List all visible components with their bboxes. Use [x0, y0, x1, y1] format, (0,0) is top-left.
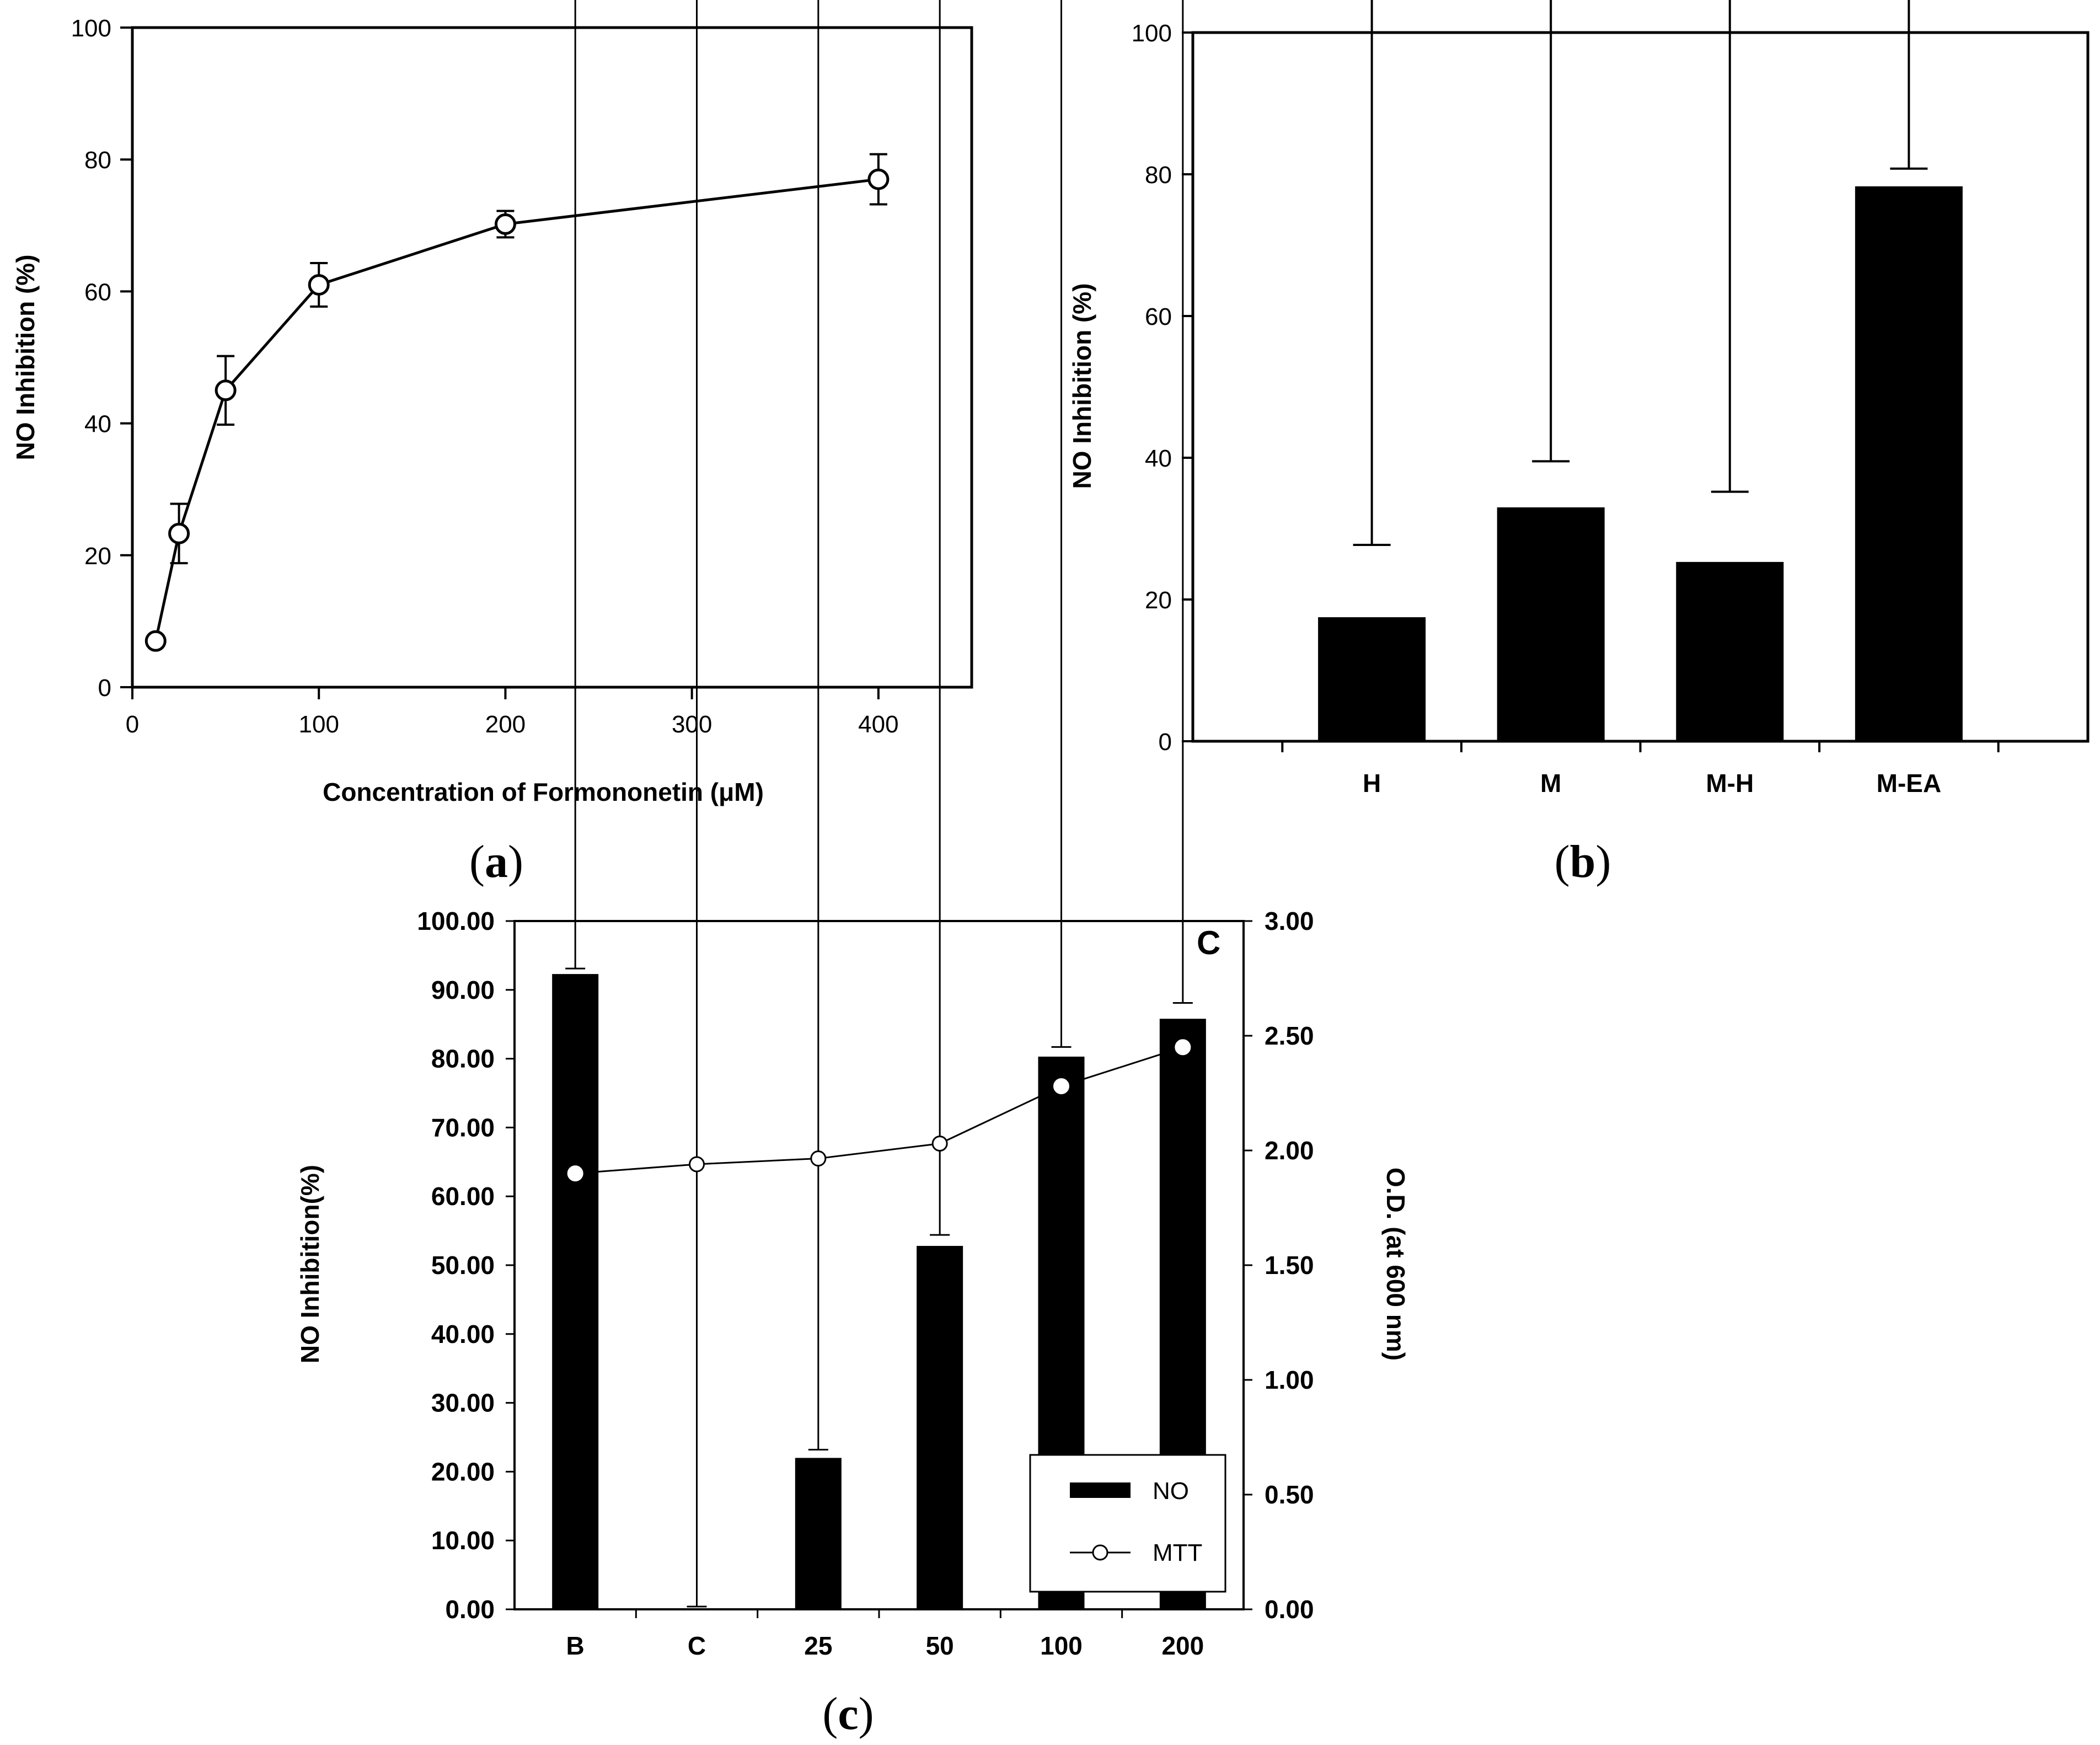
panel-c-mtt-point	[689, 1156, 705, 1173]
panel-c-y-tick-label: 40.00	[431, 1320, 495, 1348]
panel-c-y-tick-label: 80.00	[431, 1045, 495, 1073]
panel-b-label: (b)	[1555, 836, 1611, 887]
panel-c-right-y-axis: 0.00 0.50 1.00 1.50 2.00 2.50 3.00	[1244, 907, 1314, 1624]
panel-b-y-tick-label: 60	[1145, 303, 1172, 330]
panel-c-mtt-point	[810, 1150, 827, 1167]
panel-c-y-tick-label: 60.00	[431, 1182, 495, 1211]
panel-a-x-tick-label: 400	[858, 711, 898, 738]
legend-mtt-label: MTT	[1153, 1539, 1202, 1566]
panel-a-points	[144, 168, 890, 652]
panel-b-bar	[1497, 507, 1605, 741]
panel-a-y-tick-label: 60	[84, 279, 111, 306]
panel-a-y-axis-label: NO Inhibition (%)	[11, 254, 40, 460]
panel-b-bar	[1855, 186, 1963, 742]
panel-c-y2-tick-label: 2.00	[1265, 1136, 1314, 1165]
panel-c-mtt-point	[1053, 1078, 1069, 1095]
panel-a-x-axis-label: Concentration of Formononetin (μM)	[323, 778, 764, 806]
panel-a-x-tick-label: 100	[299, 711, 339, 738]
panel-a-data-point	[144, 630, 167, 652]
panel-c-y-tick-label: 50.00	[431, 1251, 495, 1280]
panel-a-chart: 0 20 40 60 80 100 0 100 200 300 400 NO Inhibition…	[11, 15, 973, 887]
panel-b-x-axis: H M M-H M-EA	[1281, 741, 2000, 797]
panel-c-y2-axis-label: O.D. (at 600 nm)	[1381, 1168, 1410, 1361]
panel-b-y-tick-label: 100	[1132, 20, 1172, 47]
panel-a-x-tick-label: 0	[126, 711, 139, 738]
legend-no-swatch	[1070, 1482, 1131, 1498]
panel-b-y-tick-label: 80	[1145, 162, 1172, 189]
panel-c-x-tick-label: 25	[804, 1631, 832, 1660]
panel-a-data-point	[215, 379, 237, 402]
panel-b-y-tick-label: 20	[1145, 587, 1172, 614]
panel-c-mtt-line	[575, 1046, 1183, 1175]
panel-a-x-axis: 0 100 200 300 400	[126, 687, 899, 738]
panel-a-y-tick-label: 20	[84, 543, 111, 570]
panel-c-mtt-point	[931, 1136, 948, 1152]
panel-b-x-tick-label: H	[1363, 769, 1381, 797]
panel-c-bar	[917, 1246, 963, 1609]
panel-c-y-tick-label: 0.00	[445, 1595, 495, 1624]
panel-c-x-tick-label: 50	[926, 1631, 954, 1660]
panel-c-x-tick-label: 200	[1161, 1631, 1204, 1660]
panel-c-mtt-point	[567, 1165, 583, 1182]
panel-c-y-tick-label: 20.00	[431, 1457, 495, 1486]
panel-c-y2-tick-label: 1.00	[1265, 1366, 1314, 1394]
panel-c-y2-tick-label: 0.50	[1265, 1480, 1314, 1509]
panel-a-x-tick-label: 300	[672, 711, 712, 738]
panel-b-x-tick-label: M-H	[1706, 769, 1754, 797]
panel-c-y2-tick-label: 1.50	[1265, 1251, 1314, 1280]
panel-c-y-tick-label: 70.00	[431, 1113, 495, 1142]
panel-c-y-axis-label: NO Inhibition(%)	[296, 1165, 324, 1363]
panel-c-y-tick-label: 100.00	[417, 907, 495, 935]
panel-b-bar	[1318, 617, 1426, 741]
panel-b-bar	[1676, 561, 1784, 741]
panel-c-left-y-axis: 0.00 10.00 20.00 30.00 40.00 50.00 60.00 70.00 8…	[417, 907, 515, 1624]
panel-a-y-axis: 0 20 40 60 80 100	[71, 15, 132, 702]
panel-c-mtt-points	[567, 1039, 1191, 1182]
panel-c-bar	[795, 1458, 842, 1609]
panel-c-y2-tick-label: 2.50	[1265, 1021, 1314, 1050]
panel-c-mtt-point	[1175, 1039, 1191, 1056]
panel-a-y-tick-label: 0	[98, 675, 111, 702]
panel-c-chart: 0.00 10.00 20.00 30.00 40.00 50.00 60.00 70.00 8…	[296, 0, 1410, 1739]
panel-b-y-tick-label: 0	[1159, 729, 1172, 756]
panel-b-x-tick-label: M-EA	[1877, 769, 1942, 797]
panel-a-series-line	[154, 178, 879, 641]
panel-b-x-tick-label: M	[1540, 769, 1561, 797]
panel-c-legend: NO MTT	[1029, 1454, 1226, 1593]
panel-c-y2-tick-label: 0.00	[1265, 1595, 1314, 1624]
panel-c-y-tick-label: 90.00	[431, 976, 495, 1004]
panel-a-label: (a)	[469, 836, 523, 887]
panel-c-label: (c)	[822, 1688, 874, 1739]
panel-b-chart: 0 20 40 60 80 100 H M M-H M-EA NO Inhibition (%)…	[1068, 0, 2090, 887]
panel-b-y-axis: 0 20 40 60 80 100	[1132, 20, 1193, 756]
panel-b-bars	[1318, 0, 1963, 742]
panel-a-x-tick-label: 200	[485, 711, 526, 738]
panel-c-y-tick-label: 30.00	[431, 1389, 495, 1417]
legend-no-label: NO	[1153, 1478, 1189, 1505]
panel-a-plot-frame	[131, 26, 973, 689]
panel-c-y-tick-label: 10.00	[431, 1526, 495, 1555]
panel-c-x-tick-label: C	[688, 1631, 706, 1660]
panel-a-y-tick-label: 40	[84, 411, 111, 438]
panel-b-y-tick-label: 40	[1145, 445, 1172, 472]
legend-box	[1029, 1454, 1226, 1593]
panel-c-x-tick-label: B	[566, 1631, 585, 1660]
panel-c-x-tick-label: 100	[1040, 1631, 1083, 1660]
panel-c-bar	[552, 974, 599, 1609]
panel-a-data-point	[308, 274, 330, 296]
panel-a-data-point	[494, 213, 516, 235]
panel-a-y-tick-label: 80	[84, 147, 111, 174]
panel-a-y-tick-label: 100	[71, 15, 111, 42]
panel-a-error-bars	[170, 153, 887, 565]
panel-a-data-point	[867, 168, 890, 190]
panel-a-data-point	[168, 522, 190, 544]
legend-mtt-marker	[1092, 1544, 1108, 1561]
panel-c-x-axis: B C 25 50 100 200	[566, 1609, 1204, 1660]
panel-c-y2-tick-label: 3.00	[1265, 907, 1314, 935]
panel-b-y-axis-label: NO Inhibition (%)	[1068, 283, 1096, 489]
panel-c-corner-label: C	[1197, 924, 1220, 961]
